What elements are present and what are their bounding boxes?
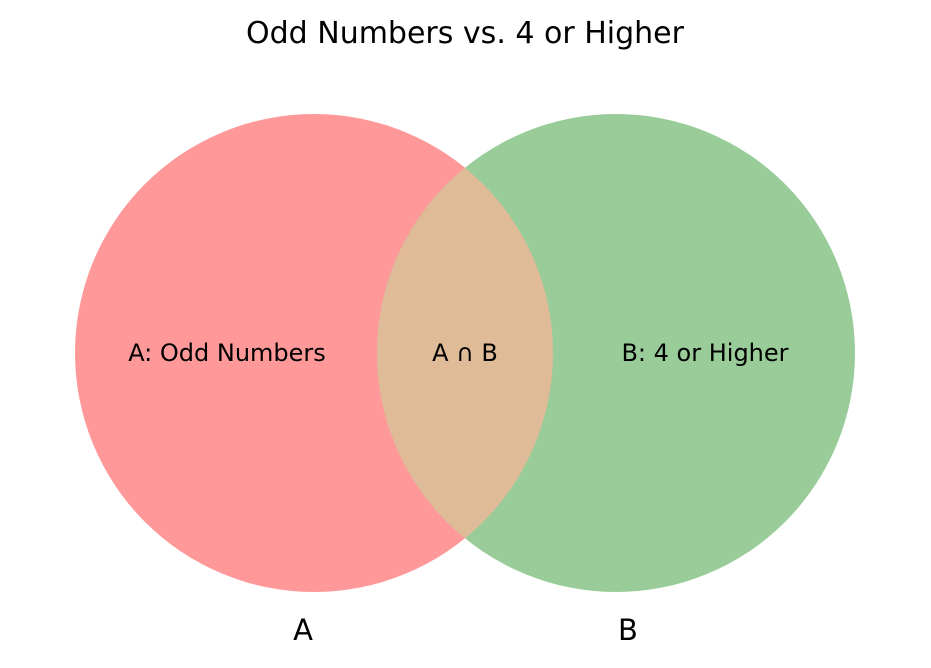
intersection-region xyxy=(377,114,553,592)
set-b-name: B xyxy=(618,613,638,647)
diagram-title: Odd Numbers vs. 4 or Higher xyxy=(246,16,685,51)
set-b-region-label: B: 4 or Higher xyxy=(621,339,788,367)
set-a-name: A xyxy=(293,613,313,647)
set-a-region-label: A: Odd Numbers xyxy=(128,339,326,367)
intersection-label: A ∩ B xyxy=(432,339,498,367)
